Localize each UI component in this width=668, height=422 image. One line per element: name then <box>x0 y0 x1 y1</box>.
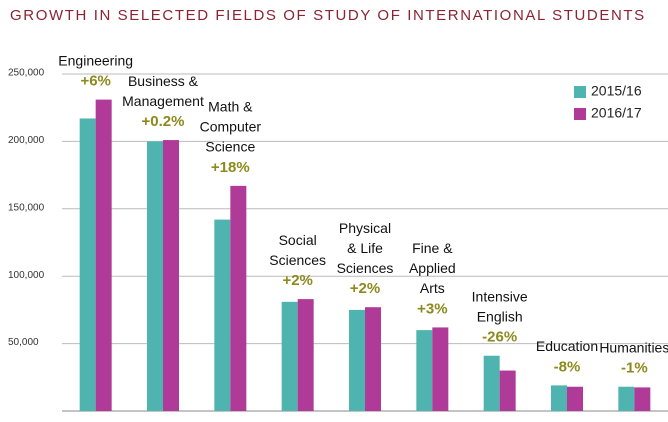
category-label: Fine & <box>412 240 453 256</box>
bar <box>365 307 381 411</box>
bar <box>618 386 635 411</box>
y-tick-label: 100,000 <box>8 270 45 281</box>
bar <box>416 330 433 411</box>
bar <box>499 370 516 411</box>
y-tick-label: 50,000 <box>8 337 39 348</box>
category-label: Sciences <box>269 252 326 268</box>
legend-swatch <box>574 86 586 98</box>
category-label: Arts <box>420 280 445 296</box>
category-label: Science <box>205 139 255 155</box>
bar <box>281 301 298 411</box>
legend-label: 2015/16 <box>591 83 642 99</box>
bar <box>79 118 96 411</box>
bar <box>634 387 651 411</box>
bar <box>432 327 449 411</box>
category-label: Business & <box>128 73 199 89</box>
bar <box>349 309 365 411</box>
legend-label: 2016/17 <box>591 105 642 121</box>
growth-label: +6% <box>80 73 110 90</box>
growth-label: +2% <box>282 272 312 289</box>
growth-label: +0.2% <box>142 113 185 130</box>
bar <box>297 299 314 411</box>
bar <box>147 141 163 411</box>
category-label: English <box>477 308 523 324</box>
bar <box>483 355 500 411</box>
category-label: Social <box>279 232 317 248</box>
category-label: & Life <box>347 240 383 256</box>
y-tick-label: 200,000 <box>8 135 45 146</box>
growth-label: -26% <box>482 329 517 346</box>
chart-title: GROWTH IN SELECTED FIELDS OF STUDY OF IN… <box>10 7 646 24</box>
category-label: Engineering <box>58 52 133 68</box>
growth-label: +3% <box>417 300 447 317</box>
growth-label: +18% <box>211 159 250 176</box>
bar <box>230 185 247 411</box>
category-label: Physical <box>339 220 391 236</box>
bar <box>567 386 583 411</box>
category-label: Sciences <box>337 260 394 276</box>
category-label: Humanities <box>599 339 668 355</box>
y-tick-label: 250,000 <box>8 68 45 79</box>
category-label: Computer <box>200 119 262 135</box>
category-label: Management <box>122 93 204 109</box>
growth-label: +2% <box>350 280 380 297</box>
growth-label: -1% <box>621 360 648 377</box>
bar <box>214 219 231 411</box>
bar <box>551 385 567 411</box>
bar <box>163 140 179 411</box>
category-label: Education <box>536 338 598 354</box>
legend-swatch <box>574 108 586 120</box>
y-tick-label: 150,000 <box>8 202 45 213</box>
category-label: Applied <box>409 260 456 276</box>
category-label: Math & <box>208 99 253 115</box>
category-label: Intensive <box>472 288 528 304</box>
growth-label: -8% <box>554 358 581 375</box>
bar <box>95 99 112 411</box>
